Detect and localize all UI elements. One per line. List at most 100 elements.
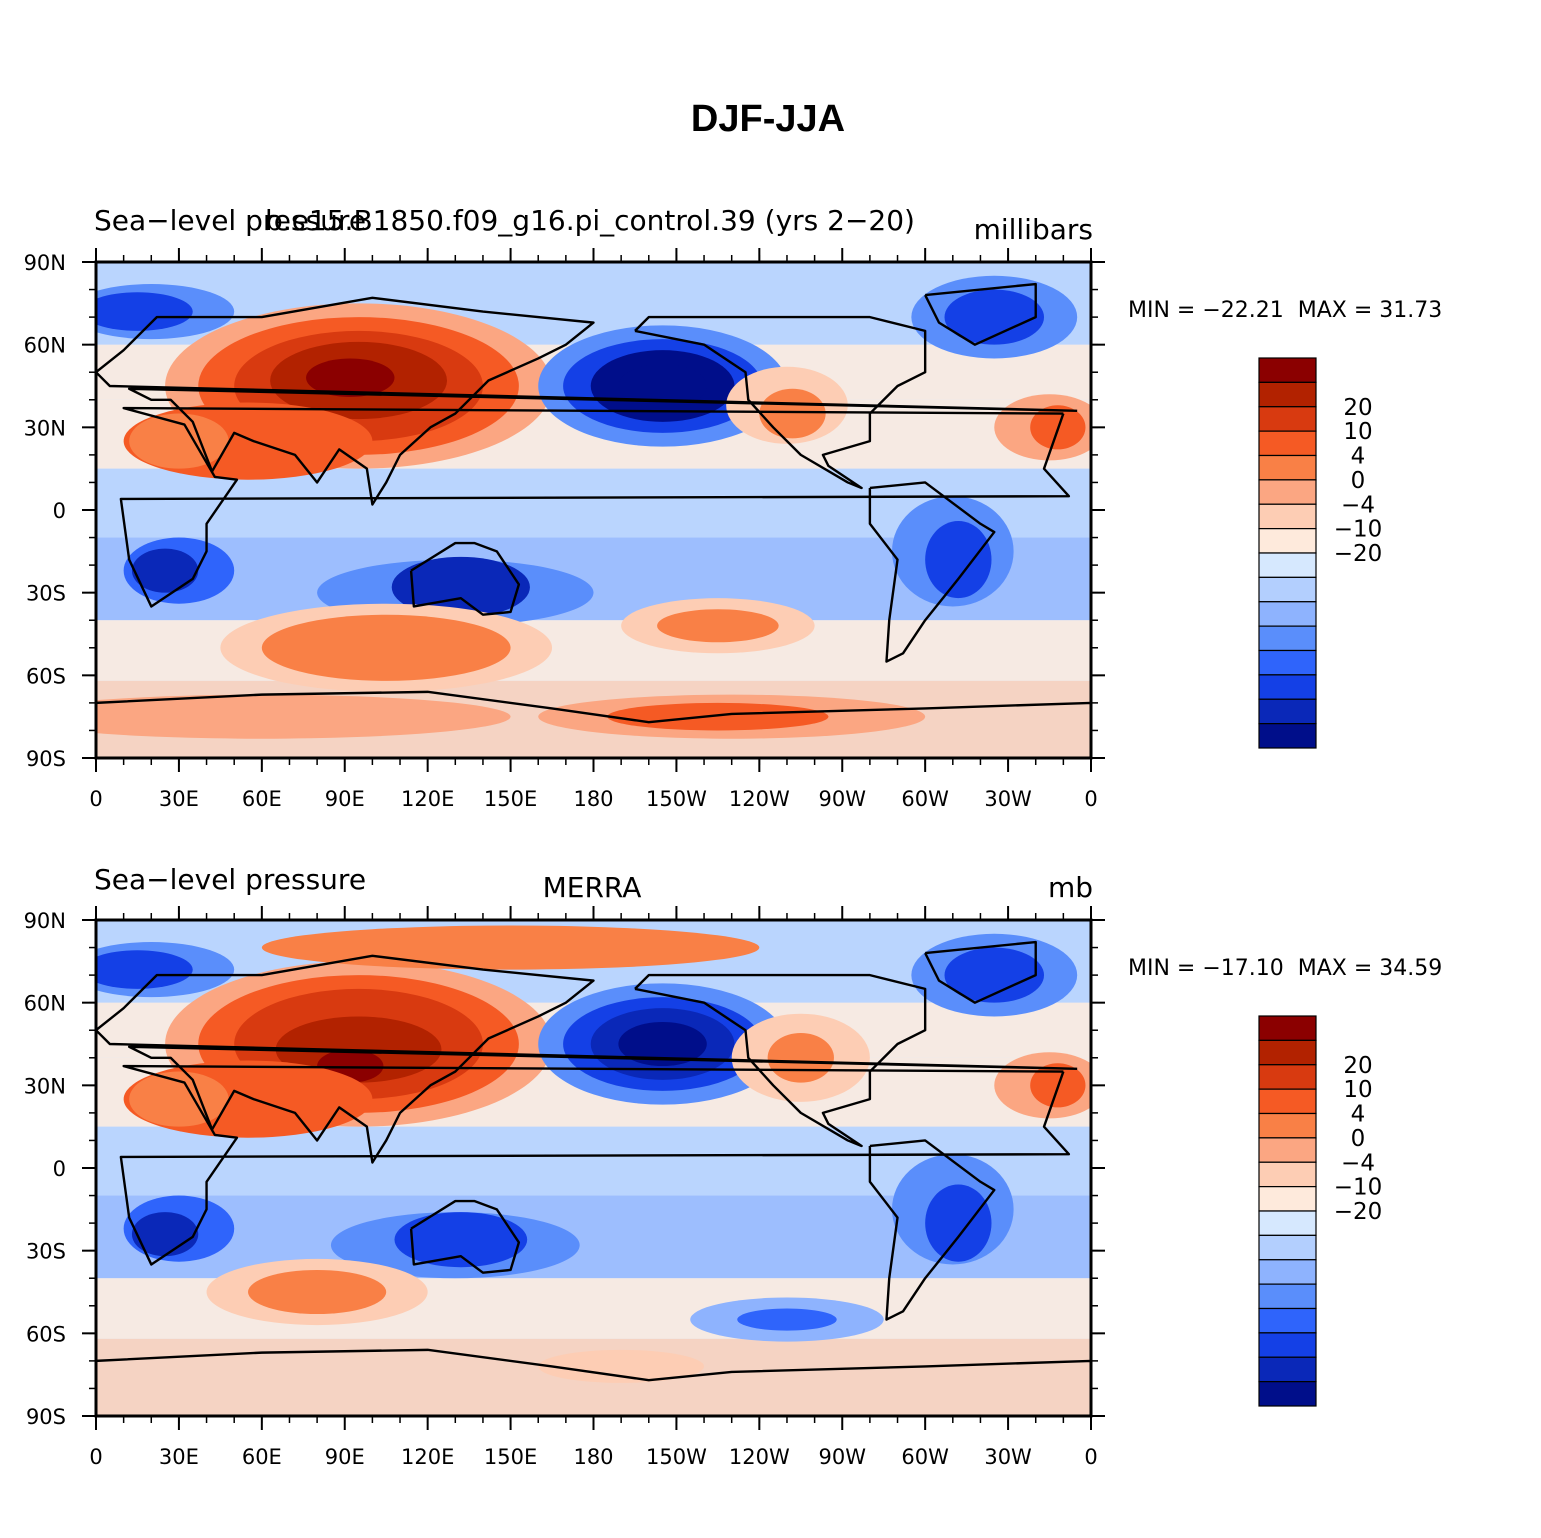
lon-label: 180 (573, 787, 613, 811)
pressure-anomaly-shape (657, 609, 779, 643)
pressure-anomaly-shape (129, 413, 229, 469)
pressure-anomaly-shape (759, 388, 826, 439)
lon-label: 90W (819, 787, 867, 811)
lon-label: 90W (819, 1445, 867, 1469)
colorbar-label: 10 (1343, 419, 1372, 445)
lon-label: 120W (729, 787, 790, 811)
lon-label: 150W (646, 787, 707, 811)
min-max-stats: MIN = −22.21 MAX = 31.73 (1128, 298, 1442, 323)
coastline (96, 954, 1078, 1164)
colorbar-label: 0 (1351, 1126, 1366, 1152)
colorbar-label: −10 (1334, 1175, 1383, 1201)
colorbar-label: −20 (1334, 541, 1383, 567)
colorbar-box (1258, 528, 1317, 554)
colorbar-box (1258, 1015, 1317, 1041)
pressure-anomaly-shape (944, 289, 1045, 345)
coastline (119, 1064, 1071, 1266)
colorbar-box (1258, 1210, 1317, 1236)
panels: 90N 60N 30N 0 30S 60S 90S 0 30E 60E 90E 120E 150E 180… (24, 204, 1443, 1469)
coastline (634, 315, 927, 490)
coastline (868, 481, 996, 663)
lon-label: 60W (901, 787, 949, 811)
lon-label: 0 (89, 787, 102, 811)
colorbar-label: −4 (1341, 492, 1375, 518)
lon-label: 30W (984, 787, 1032, 811)
colorbar-box (1258, 1234, 1317, 1261)
colorbar-label: 4 (1351, 1102, 1366, 1128)
pressure-anomaly-shape (618, 1021, 707, 1067)
max-label: MAX = 34.59 (1298, 956, 1443, 981)
pressure-anomaly-shape (767, 1032, 834, 1083)
colorbar-box (1258, 1112, 1317, 1139)
lat-label: 60S (26, 1322, 66, 1346)
pressure-anomaly-shape (944, 947, 1045, 1003)
colorbar-box (1258, 1283, 1317, 1310)
colorbar-box (1258, 503, 1317, 530)
coastline (119, 406, 1071, 608)
lon-label: 30W (984, 1445, 1032, 1469)
pressure-anomaly-shape (131, 548, 199, 593)
colorbar-box (1258, 1064, 1317, 1090)
lon-label: 150W (646, 1445, 707, 1469)
lon-label: 90E (325, 1445, 365, 1469)
lon-label: 120E (401, 1445, 454, 1469)
panel-left-title: Sea−level pressure (94, 863, 366, 896)
lon-label: 30E (159, 1445, 199, 1469)
colorbar-label: 4 (1351, 444, 1366, 470)
colorbar-label: −10 (1334, 517, 1383, 543)
pressure-anomaly-shape (306, 358, 395, 398)
pressure-anomaly-shape (129, 1071, 229, 1127)
pressure-anomaly-shape (538, 1349, 705, 1383)
pressure-anomaly-shape (96, 292, 193, 331)
colorbar-box (1258, 1039, 1317, 1066)
lon-label: 150E (484, 787, 537, 811)
lat-label: 90N (24, 909, 66, 933)
colorbar-box (1258, 479, 1317, 505)
pressure-anomaly-shape (261, 614, 511, 681)
colorbar-box (1258, 1381, 1317, 1407)
colorbar-box (1258, 1137, 1317, 1163)
coastline (96, 690, 1091, 758)
pressure-anomaly-shape (394, 1212, 528, 1268)
max-label: MAX = 31.73 (1298, 298, 1443, 323)
lon-label: 0 (89, 1445, 102, 1469)
colorbar-label: 20 (1343, 1053, 1372, 1079)
colorbar-box (1258, 430, 1317, 457)
min-max-stats: MIN = −17.10 MAX = 34.59 (1128, 956, 1442, 981)
lat-label: 90N (24, 251, 66, 275)
panel-center-title: MERRA (543, 871, 642, 904)
pressure-anomaly-shape (248, 1269, 387, 1315)
panel-units: mb (1048, 871, 1093, 904)
coastline (96, 296, 1078, 506)
lat-label: 90S (26, 747, 66, 771)
map-panel-2: 90N 60N 30N 0 30S 60S 90S 0 30E 60E 90E 120E 150E 180… (24, 863, 1443, 1469)
pressure-anomaly-shape (607, 702, 829, 731)
colorbar-box (1258, 576, 1317, 603)
anomaly-field (96, 920, 1091, 1416)
lat-label: 30N (24, 416, 66, 440)
lon-label: 0 (1084, 787, 1097, 811)
colorbar-box (1258, 1307, 1317, 1334)
colorbar-box (1258, 649, 1317, 676)
colorbar-box (1258, 723, 1317, 749)
lon-label: 120E (401, 787, 454, 811)
lat-label: 0 (53, 1157, 66, 1181)
lon-label: 0 (1084, 1445, 1097, 1469)
pressure-anomaly-shape (131, 1212, 199, 1257)
colorbar-box (1258, 1186, 1317, 1212)
lat-label: 30S (26, 1240, 66, 1264)
pressure-anomaly-shape (96, 694, 511, 739)
panel-center-title: b.e15.B1850.f09_g16.pi_control.39 (yrs 2… (265, 204, 915, 237)
min-label: MIN = −22.21 (1128, 298, 1284, 323)
colorbar-box (1258, 625, 1317, 652)
colorbar-label: −20 (1334, 1199, 1383, 1225)
colorbar-label: 10 (1343, 1077, 1372, 1103)
coastline (924, 282, 1037, 346)
colorbar-label: 0 (1351, 468, 1366, 494)
coastline (409, 1199, 521, 1274)
coastline (96, 1348, 1091, 1416)
lat-label: 0 (53, 499, 66, 523)
pressure-anomaly-shape (925, 1184, 992, 1262)
